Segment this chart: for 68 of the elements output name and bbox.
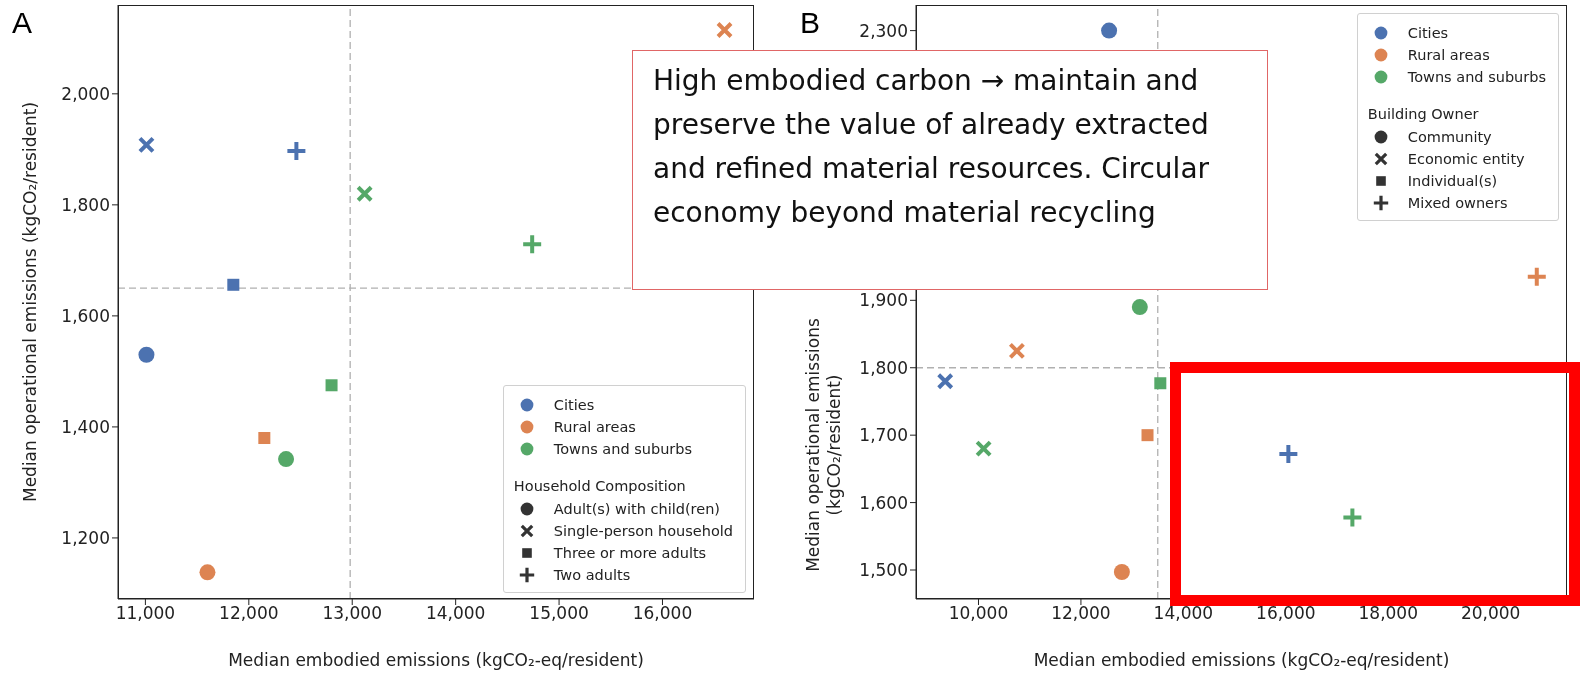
point: [716, 21, 734, 39]
legend-label: Cities: [1407, 25, 1449, 41]
point: [227, 278, 240, 291]
x-axis-title: Median embodied emissions (kgCO₂-eq/resident): [227, 650, 645, 670]
point: [285, 140, 308, 162]
y-tick-label: 1,400: [61, 416, 110, 437]
legend-label: Rural areas: [553, 419, 636, 435]
legend-label: Individual(s): [1407, 173, 1498, 189]
x-tick-label: 12,000: [1051, 603, 1111, 624]
legend-label: Rural areas: [1407, 47, 1490, 63]
x-tick-label: 13,000: [322, 603, 382, 624]
point: [137, 136, 155, 154]
chart-title: B: [800, 6, 821, 40]
y-tick-label: 1,600: [61, 305, 110, 326]
y-tick-label: 1,900: [859, 290, 908, 311]
y-tick-label: 2,300: [859, 20, 908, 41]
point: [975, 440, 993, 458]
x-tick-label: 14,000: [425, 603, 486, 624]
legend-label: Single-person household: [553, 523, 733, 539]
point: [356, 185, 374, 203]
legend-title: Household Composition: [513, 478, 687, 494]
y-tick-label: 1,800: [859, 357, 908, 378]
y-tick-label: 1,600: [859, 492, 908, 513]
legend-label: Community: [1407, 129, 1492, 145]
y-tick-label: 1,700: [859, 425, 908, 446]
point: [199, 564, 216, 581]
x-tick-label: 15,000: [529, 603, 589, 624]
legend-label: Adult(s) with child(ren): [553, 501, 720, 517]
legend-label: Two adults: [553, 567, 631, 583]
point: [325, 379, 338, 392]
point: [1341, 506, 1364, 529]
y-tick-label: 1,200: [61, 527, 110, 548]
x-tick-label: 11,000: [115, 603, 176, 624]
point: [1154, 377, 1167, 390]
y-tick-label: 2,000: [61, 83, 110, 104]
point: [936, 372, 954, 390]
x-tick-label: 10,000: [948, 603, 1009, 624]
x-tick-label: 12,000: [219, 603, 279, 624]
chart-title: A: [12, 6, 33, 40]
legend-label: Cities: [553, 397, 595, 413]
point: [1141, 429, 1154, 442]
x-tick-label: 16,000: [632, 603, 693, 624]
legend-title: Building Owner: [1367, 106, 1480, 122]
x-tick-label: 20,000: [1460, 603, 1521, 624]
x-axis-title: Median embodied emissions (kgCO₂-eq/resident): [1032, 650, 1451, 670]
point: [1008, 342, 1026, 360]
note-box: High embodied carbon → maintain and preserve the value of already extracted and refined material resources. Circular economy beyond material recycling: [632, 50, 1268, 290]
legend-label: Economic entity: [1407, 151, 1525, 167]
point: [1277, 443, 1300, 466]
point: [1131, 299, 1148, 316]
point: [138, 346, 155, 363]
point: [521, 233, 544, 256]
x-tick-label: 14,000: [1153, 603, 1214, 624]
y-axis-title: Median operational emissions (kgCO₂/resident): [802, 317, 845, 574]
legend-label: Mixed owners: [1407, 195, 1508, 211]
point: [1525, 265, 1548, 288]
point: [258, 432, 271, 445]
legend-label: Three or more adults: [553, 545, 707, 561]
y-tick-label: 1,800: [61, 194, 110, 215]
point: [1101, 22, 1118, 39]
legend-label: Towns and suburbs: [553, 441, 693, 457]
x-tick-label: 18,000: [1358, 603, 1418, 624]
y-axis-title: Median operational emissions (kgCO₂/resident): [19, 101, 40, 503]
x-tick-label: 16,000: [1256, 603, 1316, 624]
point: [278, 451, 295, 468]
point: [1113, 564, 1130, 581]
y-tick-label: 1,500: [859, 560, 908, 581]
legend-label: Towns and suburbs: [1407, 69, 1546, 85]
